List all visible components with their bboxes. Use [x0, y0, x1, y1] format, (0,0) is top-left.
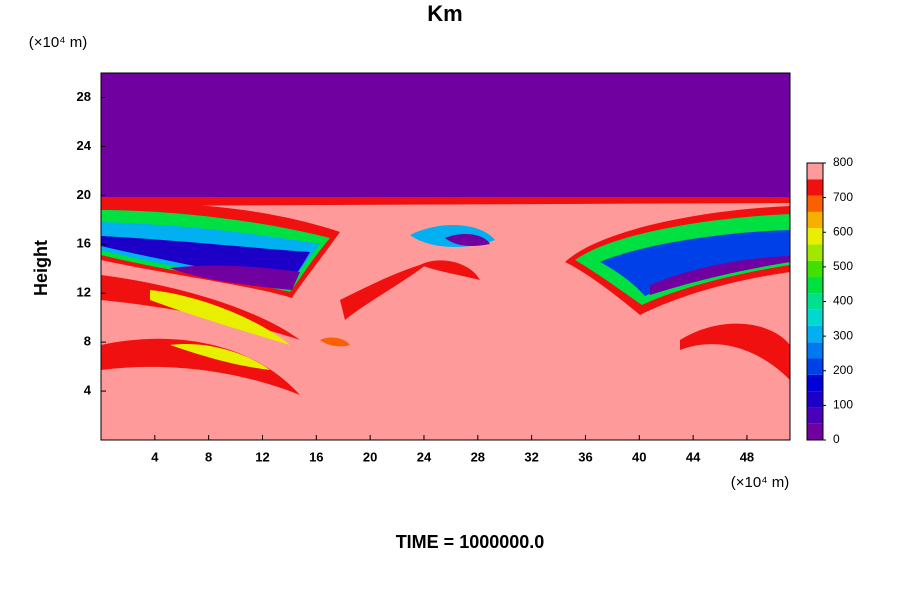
y-tick-label: 16 [77, 236, 91, 251]
x-tick-label: 4 [151, 449, 159, 464]
y-tick-label: 8 [84, 334, 91, 349]
field-region [600, 230, 790, 296]
colorbar-band [807, 195, 823, 212]
colorbar-band [807, 391, 823, 408]
x-tick-label: 8 [205, 449, 212, 464]
colorbar-band [807, 407, 823, 424]
colorbar-band [807, 277, 823, 294]
y-tick-label: 28 [77, 89, 91, 104]
x-tick-label: 48 [740, 449, 754, 464]
chart-title: Km [427, 1, 462, 26]
field-region [445, 233, 490, 246]
colorbar-tick-label: 300 [833, 328, 853, 342]
colorbar-tick-label: 500 [833, 259, 853, 273]
x-tick-label: 16 [309, 449, 323, 464]
y-tick-label: 20 [77, 187, 91, 202]
colorbar-band [807, 374, 823, 392]
field-region [101, 197, 790, 206]
field-region [650, 256, 790, 295]
x-tick-label: 28 [471, 449, 485, 464]
colorbar-tick-label: 100 [833, 398, 853, 412]
x-tick-label: 44 [686, 449, 701, 464]
y-unit-label: (×10⁴ m) [29, 34, 88, 51]
colorbar-band [807, 309, 823, 326]
x-tick-label: 20 [363, 449, 377, 464]
field-region [170, 265, 300, 290]
field-region [680, 323, 790, 380]
x-unit-label: (×10⁴ m) [731, 474, 790, 491]
y-tick-label: 12 [77, 285, 91, 300]
colorbar-band [807, 260, 823, 278]
colorbar-band [807, 179, 823, 196]
x-tick-label: 12 [255, 449, 269, 464]
field-region [101, 338, 300, 395]
field-region [150, 290, 290, 345]
colorbar-band [807, 163, 823, 180]
y-axis-label: Height [31, 240, 51, 296]
colorbar-band [807, 293, 823, 310]
colorbar-tick-label: 800 [833, 155, 853, 169]
x-tick-label: 32 [524, 449, 538, 464]
colorbar-tick-label: 400 [833, 294, 853, 308]
colorbar-band [807, 423, 823, 440]
colorbar-tick-label: 0 [833, 432, 840, 446]
x-tick-label: 24 [417, 449, 432, 464]
colorbar-band [807, 228, 823, 245]
x-tick-label: 36 [578, 449, 592, 464]
footer-time: TIME = 1000000.0 [396, 532, 545, 552]
field-region [420, 260, 480, 280]
y-tick-label: 24 [77, 138, 92, 153]
y-tick-label: 4 [84, 383, 92, 398]
x-tick-label: 40 [632, 449, 646, 464]
contour-field [101, 73, 790, 440]
field-region [170, 344, 270, 370]
colorbar-tick-label: 700 [833, 190, 853, 204]
colorbar-band [807, 244, 823, 261]
field-region [320, 337, 350, 347]
field-region [340, 262, 430, 320]
colorbar-tick-label: 600 [833, 224, 853, 238]
colorbar-tick-label: 200 [833, 363, 853, 377]
colorbar-band [807, 358, 823, 375]
colorbar-band [807, 211, 823, 229]
colorbar-band [807, 325, 823, 343]
colorbar-band [807, 342, 823, 359]
plot-frame [100, 72, 791, 441]
field-region [101, 73, 790, 197]
